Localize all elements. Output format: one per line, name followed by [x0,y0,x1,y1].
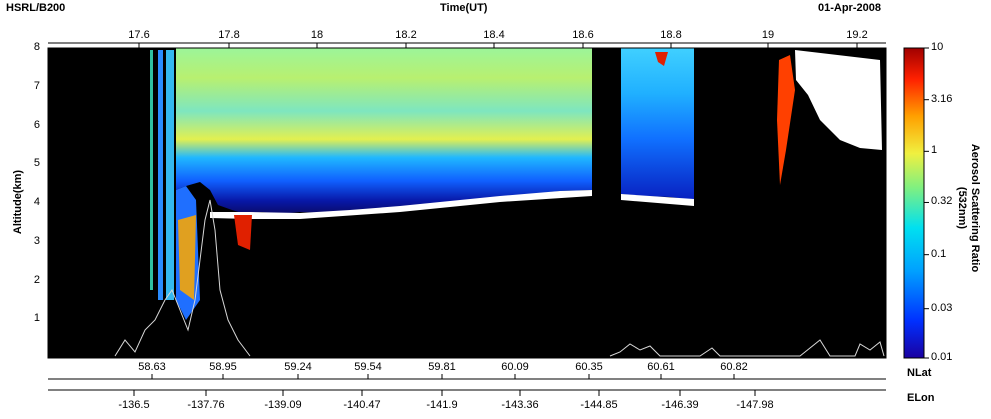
top-tick-label: 17.8 [218,29,240,41]
top-tick-label: 18.8 [660,29,682,41]
y-tick-label: 7 [33,79,40,92]
colorbar-tick-label: 10 [931,41,944,53]
lat-tick-label: 60.82 [720,361,748,373]
y-tick-label: 5 [33,157,40,170]
lon-axis-ticks [133,390,756,396]
cloud-edge-red [777,55,795,185]
lat-tick-label: 58.63 [138,361,166,373]
lon-tick-label: -146.39 [661,399,699,411]
lat-tick-label: 60.35 [575,361,603,373]
y-tick-label: 3 [33,234,40,247]
colorbar-tick-label: 3.16 [931,92,953,105]
top-tick-label: 18 [310,29,324,41]
lon-tick-label: -144.85 [580,399,618,411]
lon-axis-title: ELon [907,392,935,404]
colorbar-title: Aerosol Scattering Ratio (532nm) [955,128,981,288]
lat-axis-ticks [151,374,735,379]
lat-tick-label: 59.54 [354,361,382,373]
aerosol-layer-right [621,48,694,200]
lon-tick-label: -139.09 [264,399,302,411]
y-tick-label: 4 [33,196,40,208]
low-cloud-orange [178,215,196,300]
top-tick-label: 18.2 [395,29,417,41]
aerosol-sliver-2 [158,50,163,300]
colorbar [903,47,925,359]
lon-tick-label: -143.36 [501,399,539,411]
top-tick-label: 17.6 [128,29,150,41]
y-axis-ticks [48,47,54,320]
instrument-label: HSRL/B200 [6,2,66,14]
lon-tick-label: -137.76 [187,399,225,411]
lon-tick-label: -136.5 [118,399,150,411]
top-tick-label: 18.6 [572,29,594,41]
colorbar-tick-label: 0.1 [931,247,947,260]
colorbar-title-line1: Aerosol Scattering Ratio [969,143,981,273]
top-tick-label: 19 [761,29,775,41]
colorbar-tick-label: 0.32 [931,195,953,208]
top-axis-ticks [138,43,858,48]
lat-tick-label: 59.81 [428,361,456,373]
terrain-line [114,199,251,357]
colorbar-tick-label: 1 [931,144,938,157]
boundary-cloud-top [210,190,592,219]
colorbar-tick-label: 0.03 [931,301,953,314]
colorbar-title-line2: (532nm) [956,186,968,230]
boundary-cloud-right [621,194,694,206]
top-tick-label: 19.2 [846,29,868,41]
y-tick-label: 1 [33,312,40,325]
lat-tick-label: 60.09 [501,361,529,373]
aerosol-layer-main [176,48,592,214]
y-tick-label: 8 [33,41,40,53]
aerosol-sliver-1 [150,50,153,290]
low-cloud-red [234,215,252,250]
lat-tick-label: 59.24 [284,361,312,373]
time-axis-title: Time(UT) [440,2,488,14]
lon-tick-label: -140.47 [343,399,381,411]
cloud-top-white [795,50,882,150]
top-tick-label: 18.4 [483,29,505,41]
aerosol-sliver-3 [166,50,174,300]
lat-tick-label: 60.61 [647,361,675,373]
lon-tick-label: -141.9 [426,399,458,411]
colorbar-ticks [924,47,929,359]
y-tick-label: 2 [33,273,40,286]
date-label: 01-Apr-2008 [818,2,881,14]
y-axis-title: Altitude(km) [12,169,24,235]
lon-tick-label: -147.98 [736,399,774,411]
y-tick-label: 6 [33,118,40,131]
colorbar-tick-label: 0.01 [931,351,953,363]
lat-axis-title: NLat [907,367,932,379]
lat-tick-label: 58.95 [209,361,237,373]
cloud-speck-red [655,52,668,66]
terrain-line-right [609,339,885,357]
